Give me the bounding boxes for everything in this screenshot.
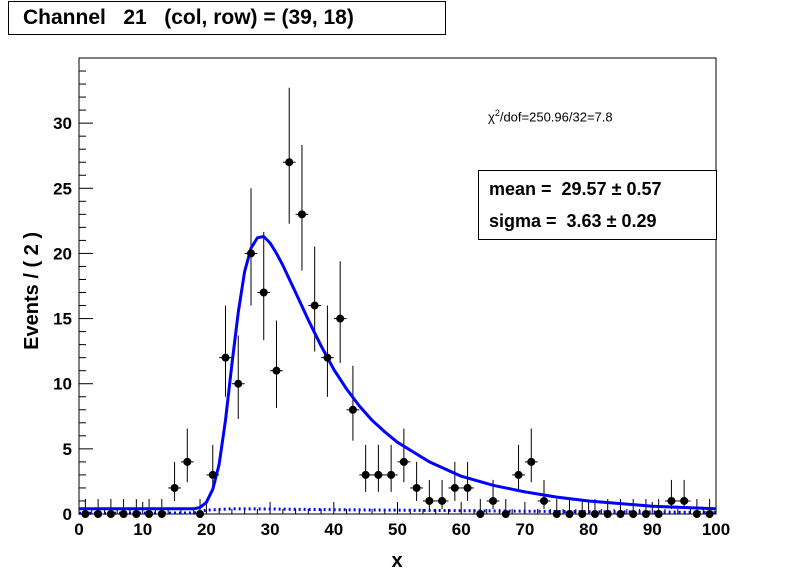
data-point (94, 510, 103, 518)
chart-title: Channel 21 (col, row) = (39, 18) (8, 1, 446, 35)
y-tick-label: 20 (53, 244, 72, 263)
data-point (641, 510, 650, 518)
x-axis-title: x (391, 550, 402, 572)
x-tick-label: 60 (452, 520, 471, 539)
plot-frame (78, 57, 717, 515)
data-point (552, 510, 561, 518)
x-tick-label: 90 (643, 520, 662, 539)
data-point (667, 496, 676, 505)
data-point (578, 510, 587, 518)
x-tick-label: 40 (324, 520, 343, 539)
y-tick-label: 0 (63, 505, 72, 524)
y-tick-label: 15 (53, 310, 72, 329)
data-point (590, 510, 599, 518)
x-tick-label: 50 (388, 520, 407, 539)
stats-mean: mean = 29.57 ± 0.57 (489, 179, 662, 199)
data-point (501, 510, 510, 518)
data-point (246, 249, 255, 258)
data-point (450, 483, 459, 492)
data-point (438, 496, 447, 505)
data-point (680, 496, 689, 505)
data-point (412, 483, 421, 492)
y-tick-label: 5 (63, 440, 72, 459)
data-point (387, 470, 396, 479)
data-point (399, 457, 408, 466)
data-point (603, 510, 612, 518)
data-point (132, 510, 141, 518)
y-tick-label: 30 (53, 114, 72, 133)
data-point (629, 510, 638, 518)
data-point (285, 158, 294, 167)
background-curve (78, 507, 717, 515)
fit-curve (79, 235, 717, 511)
data-point (323, 353, 332, 362)
data-point (374, 470, 383, 479)
data-point (272, 366, 281, 375)
y-axis-title: Events / ( 2 ) (21, 232, 43, 350)
chi2-label: χ2/dof=250.96/32=7.8 (488, 108, 613, 125)
data-point (527, 457, 536, 466)
data-point (540, 496, 549, 505)
fit-stats-box: mean = 29.57 ± 0.57 sigma = 3.63 ± 0.29 (478, 170, 717, 240)
stats-sigma: sigma = 3.63 ± 0.29 (489, 211, 657, 231)
data-point (565, 510, 574, 518)
x-tick-label: 20 (197, 520, 216, 539)
data-point (145, 510, 154, 518)
data-point (348, 405, 357, 414)
data-points (81, 158, 714, 518)
x-tick-label: 10 (133, 520, 152, 539)
x-tick-label: 70 (515, 520, 534, 539)
background-line (78, 507, 717, 515)
data-point (170, 483, 179, 492)
data-point (259, 288, 268, 297)
data-point (361, 470, 370, 479)
x-tick-label: 80 (579, 520, 598, 539)
data-point (692, 510, 701, 518)
data-point (476, 510, 485, 518)
data-point (106, 510, 115, 518)
fit-line (79, 235, 717, 511)
y-tick-label: 25 (53, 179, 72, 198)
data-point (119, 510, 128, 518)
x-tick-label: 100 (702, 520, 730, 539)
x-tick-label: 0 (74, 520, 83, 539)
data-point (489, 496, 498, 505)
data-point (654, 510, 663, 518)
x-tick-label: 30 (261, 520, 280, 539)
data-point (297, 210, 306, 219)
data-point (425, 496, 434, 505)
data-point (310, 301, 319, 310)
data-point (336, 314, 345, 323)
data-point (616, 510, 625, 518)
data-point (196, 510, 205, 518)
data-point (81, 510, 90, 518)
y-tick-label: 10 (53, 375, 72, 394)
data-point (705, 510, 714, 518)
data-point (183, 457, 192, 466)
axis-ticks: 0 10 20 30 40 50 60 70 80 90 100 0 5 10 15 20 25 30 (53, 70, 730, 539)
data-point (157, 510, 166, 518)
data-point (221, 353, 230, 362)
data-point (514, 470, 523, 479)
data-point (234, 379, 243, 388)
data-error-bars (79, 87, 716, 515)
data-point (208, 470, 217, 479)
data-point (463, 483, 472, 492)
chi2-value: /dof=250.96/32=7.8 (499, 109, 613, 125)
